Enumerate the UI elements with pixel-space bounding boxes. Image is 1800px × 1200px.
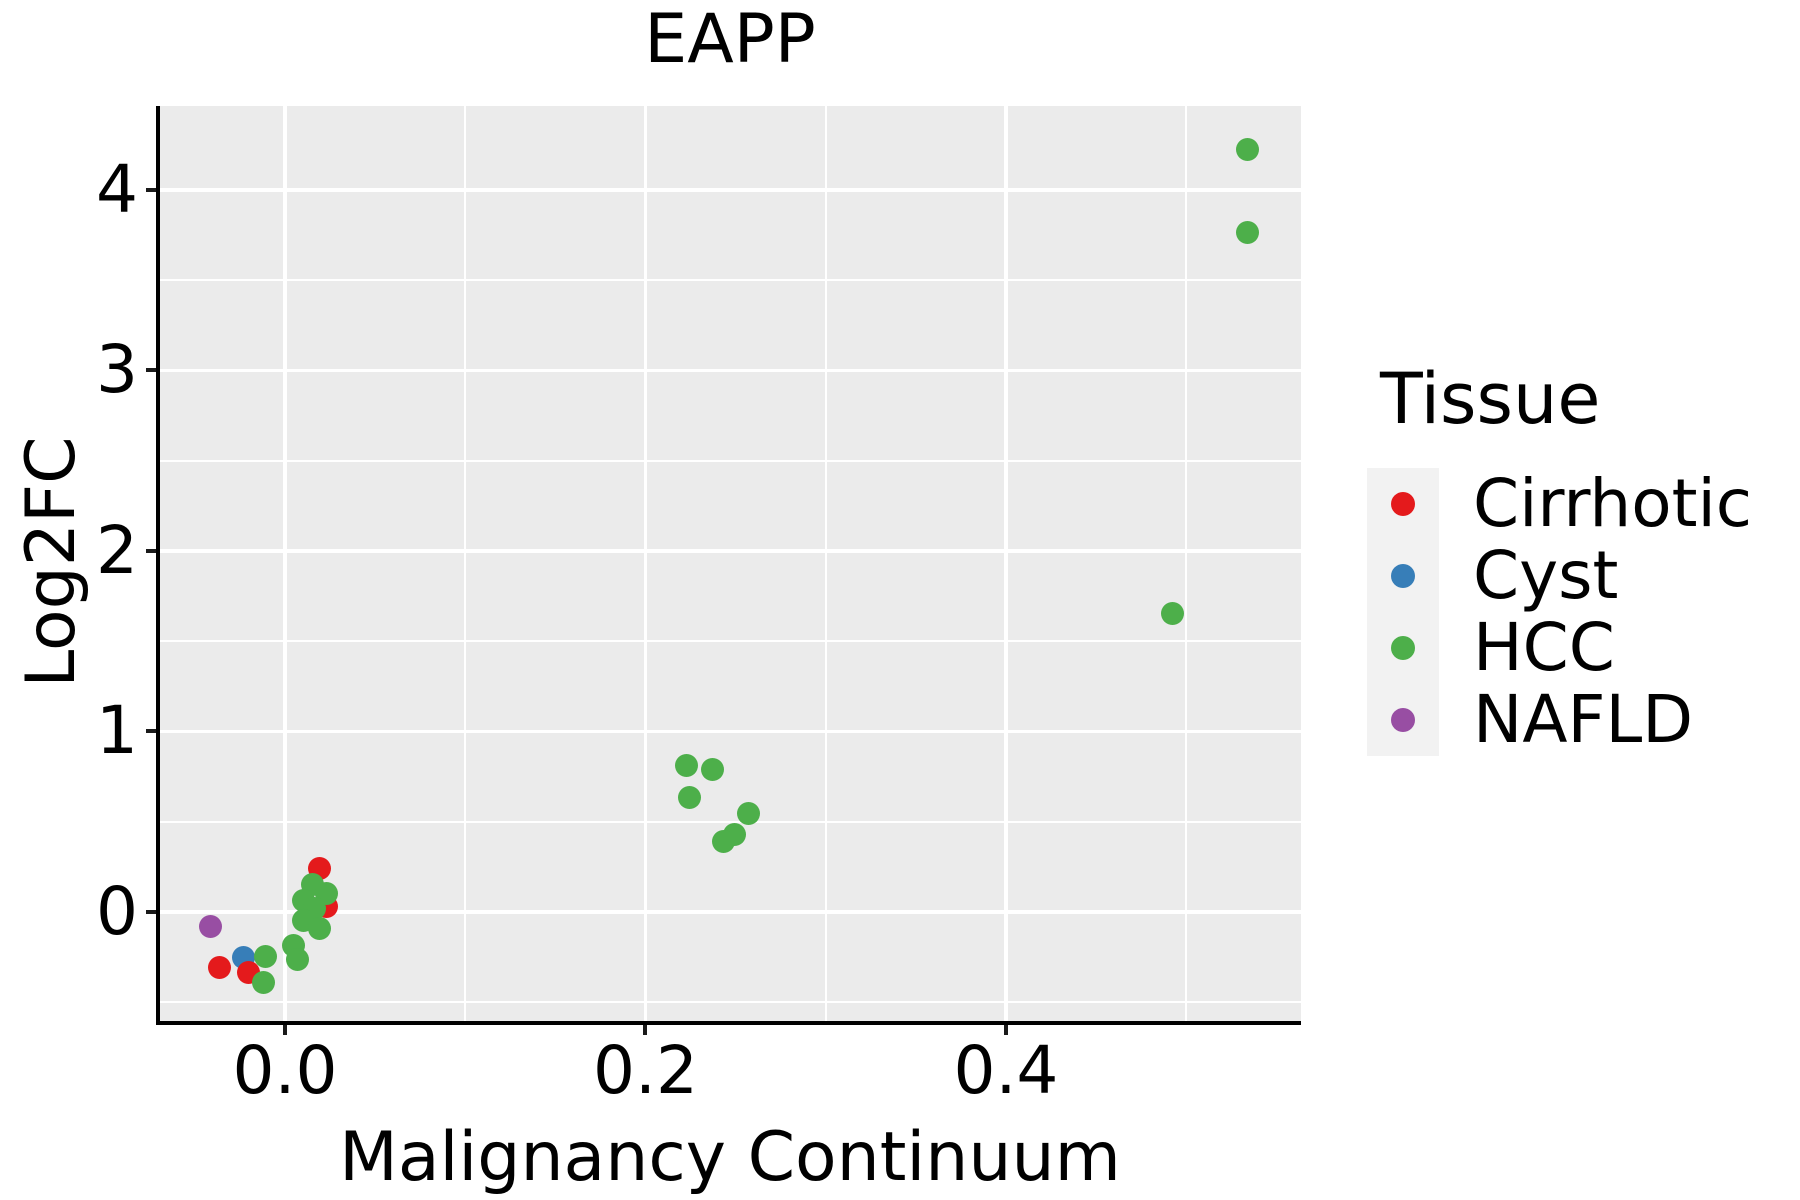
legend-key — [1367, 612, 1439, 684]
point-hcc — [251, 970, 275, 994]
y-tick-label: 3 — [96, 331, 138, 409]
gridline-y-minor — [159, 820, 1301, 823]
gridline-y-major — [159, 188, 1301, 192]
point-hcc — [307, 916, 331, 940]
x-tick-label: 0.0 — [232, 1032, 338, 1109]
point-nafld — [199, 914, 223, 938]
point-hcc — [677, 786, 701, 810]
y-tick — [145, 909, 156, 914]
legend-label: HCC — [1473, 609, 1615, 686]
y-tick — [145, 187, 156, 192]
gridline-x-minor — [1185, 106, 1188, 1021]
legend-item-cirrhotic: Cirrhotic — [1367, 468, 1752, 540]
y-tick — [145, 368, 156, 373]
x-axis-spine — [155, 1021, 1301, 1025]
y-tick-label: 1 — [96, 692, 138, 770]
legend-items: Cirrhotic Cyst HCC NAFLD — [1367, 468, 1752, 756]
point-hcc — [1161, 602, 1185, 626]
x-tick — [643, 1025, 648, 1035]
gridline-y-major — [159, 549, 1301, 553]
x-tick — [1003, 1025, 1008, 1035]
legend-item-nafld: NAFLD — [1367, 684, 1752, 756]
legend-dot-icon — [1391, 492, 1415, 516]
y-tick-label: 2 — [96, 511, 138, 589]
gridline-y-minor — [159, 1001, 1301, 1004]
gridline-y-minor — [159, 640, 1301, 643]
y-axis-label: Log2FC — [12, 436, 91, 688]
legend-key — [1367, 468, 1439, 540]
point-hcc — [285, 948, 309, 972]
gridline-y-minor — [159, 459, 1301, 462]
legend-dot-icon — [1391, 708, 1415, 732]
plot-panel — [159, 106, 1301, 1021]
legend-label: NAFLD — [1473, 681, 1694, 758]
gridline-x-minor — [464, 106, 467, 1021]
gridline-y-minor — [159, 279, 1301, 282]
gridline-y-major — [159, 729, 1301, 734]
point-hcc — [711, 830, 735, 854]
x-tick-label: 0.2 — [592, 1032, 698, 1109]
x-tick — [282, 1025, 287, 1035]
legend-dot-icon — [1391, 636, 1415, 660]
y-tick-label: 0 — [96, 872, 138, 950]
point-hcc — [1235, 138, 1259, 161]
gridline-y-major — [159, 368, 1301, 373]
point-hcc — [1235, 221, 1259, 245]
gridline-x-minor — [824, 106, 827, 1021]
x-axis-label: Malignancy Continuum — [339, 1118, 1121, 1197]
y-tick — [145, 729, 156, 734]
chart-title: EAPP — [644, 0, 816, 79]
point-hcc — [675, 754, 699, 778]
y-tick — [145, 548, 156, 553]
legend-key — [1367, 540, 1439, 612]
gridline-y-major — [159, 910, 1301, 914]
legend-dot-icon — [1391, 564, 1415, 588]
legend-item-hcc: HCC — [1367, 612, 1752, 684]
y-axis-spine — [155, 106, 160, 1025]
point-cirrhotic — [208, 956, 232, 980]
gridline-x-major — [643, 106, 648, 1021]
point-hcc — [700, 758, 724, 782]
point-hcc — [736, 802, 760, 826]
gridline-x-major — [1004, 106, 1008, 1021]
gridline-x-major — [283, 106, 287, 1021]
legend-label: Cirrhotic — [1473, 465, 1753, 542]
legend-label: Cyst — [1473, 537, 1619, 614]
legend-key — [1367, 684, 1439, 756]
x-tick-label: 0.4 — [953, 1032, 1059, 1109]
point-hcc — [254, 945, 278, 969]
legend-title: Tissue — [1380, 358, 1601, 440]
y-tick-label: 4 — [96, 150, 138, 228]
legend-item-cyst: Cyst — [1367, 540, 1752, 612]
